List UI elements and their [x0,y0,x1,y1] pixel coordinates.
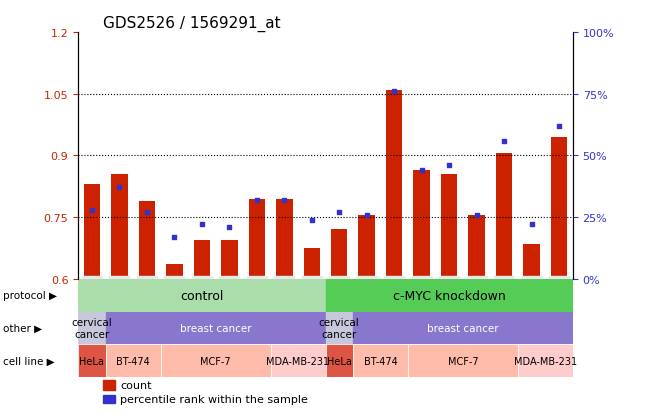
Bar [523,244,540,279]
Point [471,212,482,218]
Text: protocol ▶: protocol ▶ [3,290,57,300]
Bar [139,201,155,279]
Bar [105,279,133,353]
Text: MCF-7: MCF-7 [448,356,478,366]
Bar [276,199,292,279]
Bar [111,174,128,279]
Bar [78,279,105,353]
Text: BT-474: BT-474 [364,356,397,366]
Bar [221,240,238,279]
Bar [463,279,490,353]
Text: cell line ▶: cell line ▶ [3,356,55,366]
Bar [215,279,243,353]
Bar [386,90,402,279]
Text: c-MYC knockdown: c-MYC knockdown [393,289,506,302]
Bar [271,344,326,377]
Bar [105,312,326,344]
Text: cervical
cancer: cervical cancer [319,318,359,339]
Bar [78,312,105,344]
Bar [413,171,430,279]
Point [444,163,454,169]
Bar [303,248,320,279]
Bar [353,279,380,353]
Point [169,234,180,240]
Bar [326,279,353,353]
Text: percentile rank within the sample: percentile rank within the sample [120,394,308,404]
Point [389,89,400,95]
Bar [161,344,271,377]
Point [307,217,317,223]
Text: BT-474: BT-474 [117,356,150,366]
Bar [490,279,518,353]
Point [114,185,124,191]
Text: MDA-MB-231: MDA-MB-231 [514,356,577,366]
Point [197,222,207,228]
Bar [441,174,458,279]
Bar [78,279,326,312]
Text: breast cancer: breast cancer [427,323,499,333]
Text: GDS2526 / 1569291_at: GDS2526 / 1569291_at [103,16,281,32]
Bar [436,279,463,353]
Bar [408,344,518,377]
Point [224,224,234,231]
Bar [188,279,215,353]
Bar [103,380,115,390]
Text: other ▶: other ▶ [3,323,42,333]
Bar [243,279,271,353]
Bar [326,312,353,344]
Bar [193,240,210,279]
Bar [359,216,375,279]
Text: count: count [120,380,152,390]
Bar [551,138,568,279]
Bar [105,344,161,377]
Point [334,209,344,216]
Bar [103,395,115,404]
Bar [546,279,573,353]
Text: control: control [180,289,223,302]
Bar [518,279,546,353]
Point [417,168,427,174]
Text: HeLa: HeLa [327,356,352,366]
Point [87,207,97,214]
Bar [133,279,161,353]
Bar [326,279,573,312]
Text: breast cancer: breast cancer [180,323,251,333]
Bar [353,344,408,377]
Point [251,197,262,204]
Point [527,222,537,228]
Bar [298,279,326,353]
Text: cervical
cancer: cervical cancer [72,318,112,339]
Point [279,197,290,204]
Bar [326,344,353,377]
Point [142,209,152,216]
Bar [469,216,485,279]
Bar [380,279,408,353]
Bar [518,344,573,377]
Bar [408,279,436,353]
Bar [166,265,182,279]
Point [499,138,509,145]
Bar [83,185,100,279]
Bar [496,154,512,279]
Bar [271,279,298,353]
Text: HeLa: HeLa [79,356,104,366]
Point [361,212,372,218]
Bar [161,279,188,353]
Text: MDA-MB-231: MDA-MB-231 [266,356,329,366]
Point [554,123,564,130]
Bar [78,344,105,377]
Bar [331,230,348,279]
Bar [353,312,573,344]
Bar [249,199,265,279]
Text: MCF-7: MCF-7 [201,356,231,366]
